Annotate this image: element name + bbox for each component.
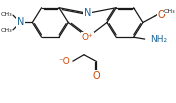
Text: ⁻O: ⁻O	[58, 57, 70, 66]
Text: N: N	[17, 18, 24, 28]
Text: CH₃: CH₃	[1, 12, 12, 17]
Text: CH₃: CH₃	[164, 9, 176, 14]
Text: O: O	[92, 71, 100, 81]
Text: O⁺: O⁺	[82, 33, 93, 42]
Text: NH₂: NH₂	[150, 35, 167, 44]
Text: O: O	[158, 10, 165, 20]
Text: CH₃: CH₃	[1, 28, 12, 33]
Text: N: N	[84, 8, 91, 18]
